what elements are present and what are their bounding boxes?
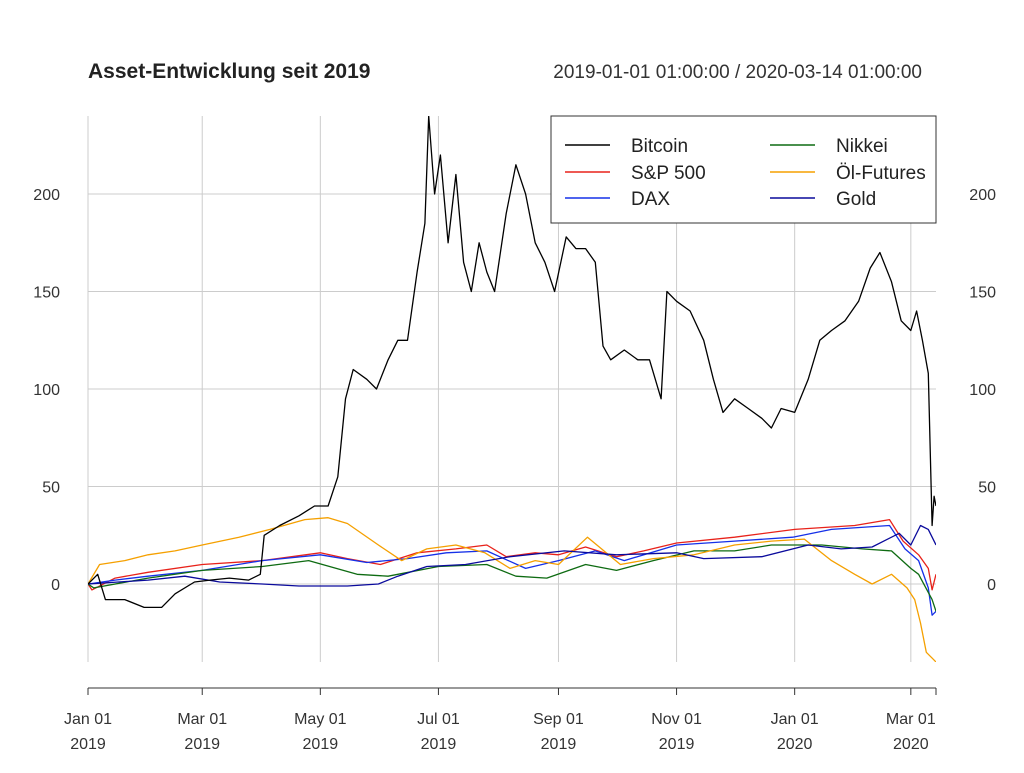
y-tick-label-left: 100	[33, 382, 60, 399]
x-tick-year-label: 2020	[777, 736, 813, 753]
axis-layer: 0 0 50 50 100 100 150 150 200 200 Jan 01 2019 Mar 01…	[33, 187, 996, 753]
x-tick-year-label: 2019	[184, 736, 220, 753]
legend-label: DAX	[631, 189, 670, 210]
y-tick-label-left: 200	[33, 187, 60, 204]
x-tick-label: Mar 01	[177, 711, 227, 728]
y-tick-label-left: 50	[42, 480, 60, 497]
x-tick-label: Jan 01	[64, 711, 112, 728]
x-tick-year-label: 2019	[303, 736, 339, 753]
series-line-bitcoin	[88, 116, 936, 609]
x-tick-year-label: 2019	[421, 736, 457, 753]
x-tick-year-label: 2019	[70, 736, 106, 753]
y-tick-label-right: 0	[987, 577, 996, 594]
x-tick-label: May 01	[294, 711, 347, 728]
series-line-dax	[88, 524, 936, 616]
series-layer	[88, 116, 936, 662]
x-tick-year-label: 2019	[541, 736, 577, 753]
chart-title: Asset-Entwicklung seit 2019	[88, 60, 370, 83]
x-tick-label: Mar 01	[886, 711, 936, 728]
y-tick-label-right: 200	[969, 187, 996, 204]
y-tick-label-left: 150	[33, 285, 60, 302]
x-tick-label: Jan 01	[771, 711, 819, 728]
legend-label: S&P 500	[631, 163, 706, 184]
legend-box	[550, 115, 937, 224]
x-tick-year-label: 2020	[893, 736, 929, 753]
series-line-nikkei	[88, 544, 936, 612]
series-line-l-futures	[88, 517, 936, 662]
y-tick-label-right: 100	[969, 382, 996, 399]
y-tick-label-left: 0	[51, 577, 60, 594]
legend-label: Gold	[836, 189, 876, 210]
x-tick-label: Nov 01	[651, 711, 702, 728]
x-tick-label: Sep 01	[533, 711, 584, 728]
series-line-gold	[88, 524, 936, 587]
x-tick-year-label: 2019	[659, 736, 695, 753]
legend-label: Öl-Futures	[836, 163, 926, 184]
y-tick-label-right: 150	[969, 285, 996, 302]
date-range: 2019-01-01 01:00:00 / 2020-03-14 01:00:0…	[553, 62, 922, 83]
legend: Bitcoin S&P 500 DAX Nikkei Öl-Futures Gold	[550, 115, 937, 224]
series-line-s-p-500	[88, 518, 936, 591]
legend-label: Bitcoin	[631, 136, 688, 157]
x-tick-label: Jul 01	[417, 711, 460, 728]
y-tick-label-right: 50	[978, 480, 996, 497]
legend-label: Nikkei	[836, 136, 888, 157]
